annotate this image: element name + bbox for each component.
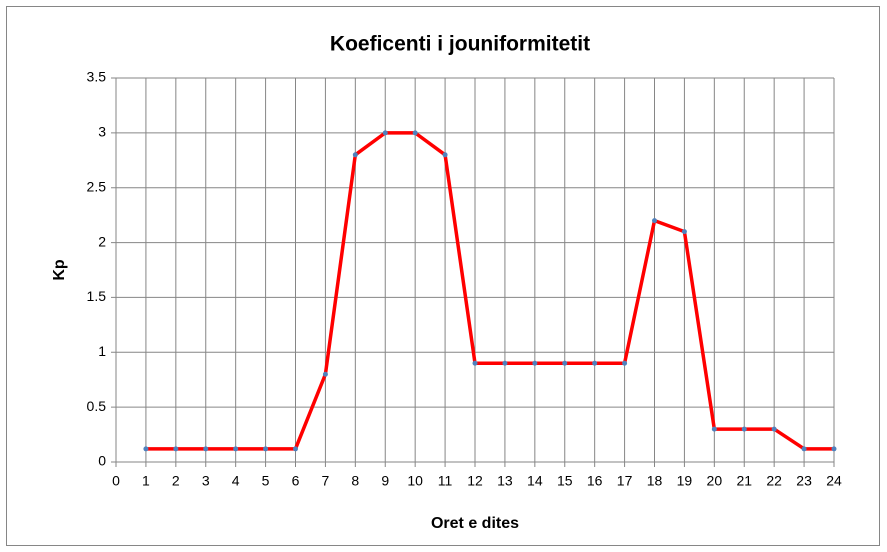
x-axis-label: Oret e dites <box>431 515 519 532</box>
data-point <box>203 446 209 452</box>
x-tick-label: 4 <box>232 473 240 489</box>
data-point <box>442 152 448 158</box>
chart-title: Koeficenti i jouniformitetit <box>330 33 590 56</box>
x-tick-label: 0 <box>112 473 120 489</box>
data-point <box>771 426 777 432</box>
x-tick-label: 13 <box>497 473 513 489</box>
x-tick-label: 20 <box>707 473 723 489</box>
data-point <box>293 446 298 452</box>
y-tick-label: 2 <box>98 233 106 249</box>
y-tick-label: 0.5 <box>87 398 107 414</box>
x-tick-label: 11 <box>438 473 453 489</box>
y-tick-label: 3.5 <box>87 69 107 85</box>
data-point <box>233 446 239 452</box>
y-tick-label: 3 <box>98 124 106 140</box>
data-point <box>592 360 598 366</box>
x-tick-label: 6 <box>292 473 300 489</box>
data-point <box>741 426 747 432</box>
data-point <box>622 360 628 366</box>
x-tick-label: 9 <box>381 473 389 489</box>
x-tick-label: 8 <box>351 473 359 489</box>
y-tick-label: 1.5 <box>87 288 107 304</box>
x-tick-label: 15 <box>557 473 573 489</box>
data-point <box>263 446 269 452</box>
data-line <box>145 131 834 451</box>
x-tick-label: 3 <box>202 473 210 489</box>
data-point <box>652 218 657 224</box>
data-point <box>382 130 388 136</box>
y-axis-label: Kp <box>51 259 68 281</box>
x-tick-label: 22 <box>766 473 782 489</box>
y-tick-label: 2.5 <box>87 178 107 194</box>
x-tick-label: 14 <box>527 473 543 489</box>
data-point <box>352 152 358 158</box>
data-point <box>532 360 538 366</box>
x-tick-label: 21 <box>736 473 752 489</box>
x-tick-label: 19 <box>677 473 693 489</box>
data-point <box>562 360 568 366</box>
x-tick-label: 17 <box>617 473 633 489</box>
x-tick-label: 10 <box>407 473 423 489</box>
x-tick-label: 18 <box>647 473 663 489</box>
data-point <box>502 360 508 366</box>
x-tick-label: 24 <box>826 473 842 489</box>
data-point <box>412 130 418 136</box>
x-tick-label: 7 <box>322 473 330 489</box>
data-point <box>472 360 478 366</box>
data-point <box>681 229 687 235</box>
y-tick-label: 0 <box>98 453 106 469</box>
data-point <box>711 426 717 432</box>
data-point <box>143 446 149 452</box>
x-tick-label: 12 <box>467 473 483 489</box>
y-tick-label: 1 <box>98 343 106 359</box>
x-tick-label: 16 <box>587 473 603 489</box>
data-point <box>322 371 328 377</box>
x-tick-label: 1 <box>142 473 150 489</box>
x-tick-label: 2 <box>172 473 180 489</box>
chart-frame <box>6 6 880 546</box>
x-tick-label: 23 <box>796 473 812 489</box>
data-point <box>801 446 807 452</box>
data-point <box>173 446 179 452</box>
x-tick-label: 5 <box>262 473 270 489</box>
data-point <box>831 446 837 452</box>
